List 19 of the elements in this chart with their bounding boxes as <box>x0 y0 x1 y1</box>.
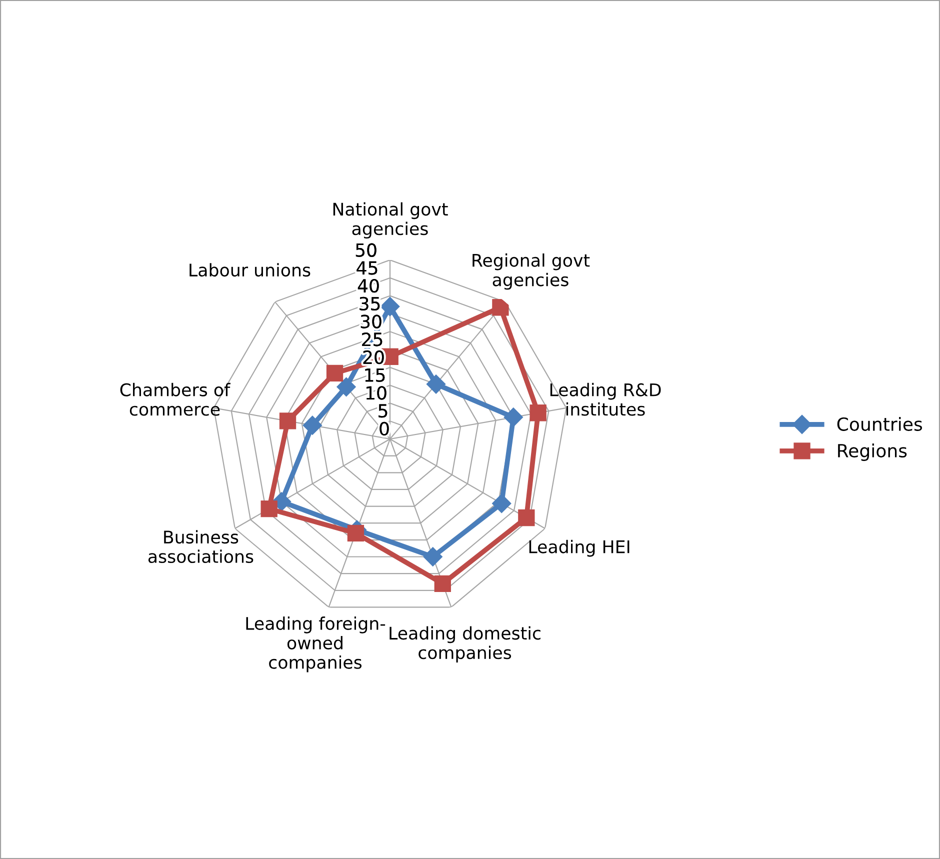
spoke-label: Business associations <box>148 530 254 564</box>
y-tick-label: 50 <box>356 243 376 257</box>
y-tick-label: 15 <box>365 368 385 382</box>
spoke-label: National govt agencies <box>333 202 448 239</box>
y-tick-label: 35 <box>360 296 380 311</box>
y-tick-label: 45 <box>356 261 378 275</box>
spoke-label: Leading R&D institutes <box>550 382 661 416</box>
spoke-label: Leading HEI <box>529 540 630 557</box>
legend-label: Countries <box>837 417 922 431</box>
spoke-label: Chambers of commerce <box>120 382 230 416</box>
legend-label: Regions <box>838 444 907 461</box>
spoke-label: Labour unions <box>190 263 310 277</box>
y-tick-label: 5 <box>378 404 388 418</box>
y-tick-label: 10 <box>366 386 386 400</box>
spoke-label: Regional govt agencies <box>472 253 590 290</box>
y-tick-label: 0 <box>380 422 389 436</box>
y-tick-label: 40 <box>358 278 379 293</box>
spoke-label: Leading domestic companies <box>390 626 540 663</box>
spoke-label: Leading foreign- owned companies <box>246 616 386 672</box>
